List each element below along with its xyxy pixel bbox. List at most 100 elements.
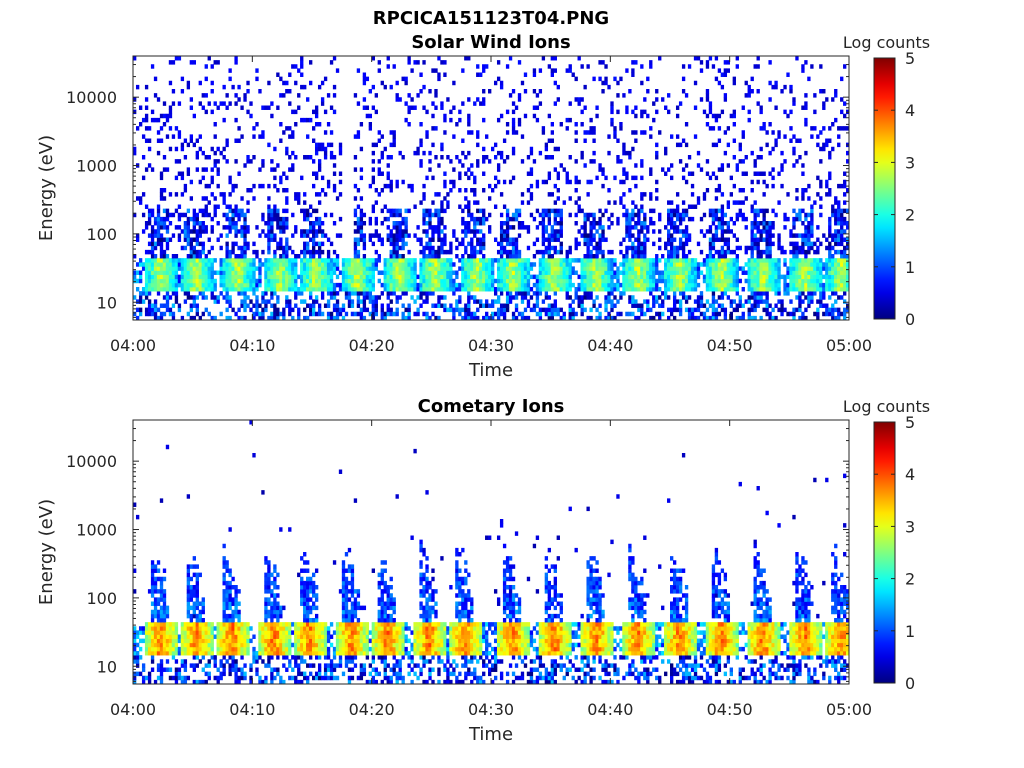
heatmap-cell — [714, 113, 719, 119]
heatmap-cell — [198, 262, 202, 267]
heatmap-cell — [550, 68, 554, 73]
heatmap-cell — [437, 315, 441, 321]
heatmap-cell — [720, 295, 725, 300]
heatmap-cell — [482, 258, 486, 263]
heatmap-cell — [326, 93, 331, 98]
heatmap-cell — [288, 266, 292, 271]
heatmap-cell — [756, 258, 760, 263]
heatmap-cell — [589, 225, 593, 230]
heatmap-cell — [786, 216, 790, 222]
heatmap-cell — [547, 212, 552, 218]
heatmap-cell — [508, 258, 513, 263]
heatmap-cell — [622, 142, 626, 148]
heatmap-cell — [228, 278, 232, 284]
heatmap-cell — [159, 188, 164, 193]
heatmap-cell — [825, 270, 829, 275]
heatmap-cell — [470, 188, 474, 193]
heatmap-cell — [198, 225, 202, 230]
heatmap-cell — [467, 315, 471, 321]
heatmap-cell — [189, 315, 194, 321]
heatmap-cell — [502, 315, 507, 321]
heatmap-cell — [670, 270, 674, 275]
heatmap-cell — [708, 262, 713, 267]
heatmap-cell — [177, 307, 182, 313]
heatmap-cell — [765, 287, 769, 292]
heatmap-cell — [586, 245, 590, 251]
heatmap-cell — [410, 68, 414, 73]
heatmap-cell — [493, 237, 498, 242]
heatmap-cell — [452, 262, 456, 267]
heatmap-cell — [198, 315, 202, 321]
heatmap-cell — [696, 295, 701, 300]
heatmap-cell — [144, 126, 149, 131]
heatmap-cell — [583, 258, 587, 263]
heatmap-cell — [183, 278, 188, 284]
heatmap-cell — [505, 299, 510, 304]
heatmap-cell — [496, 307, 501, 313]
heatmap-cell — [309, 266, 313, 271]
heatmap-cell — [565, 287, 569, 292]
heatmap-cell — [282, 171, 286, 176]
heatmap-cell — [822, 303, 826, 308]
heatmap-cell — [717, 295, 722, 300]
heatmap-cell — [681, 208, 686, 214]
heatmap-cell — [598, 245, 602, 251]
heatmap-cell — [801, 171, 805, 176]
heatmap-cell — [249, 101, 253, 106]
heatmap-cell — [276, 266, 280, 271]
heatmap-cell — [771, 258, 775, 263]
heatmap-cell — [159, 241, 164, 247]
heatmap-cell — [672, 282, 677, 288]
heatmap-cell — [204, 93, 208, 98]
heatmap-cell — [777, 274, 781, 280]
heatmap-cell — [434, 229, 438, 234]
heatmap-cell — [607, 200, 611, 205]
heatmap-cell — [807, 233, 811, 238]
heatmap-cell — [314, 295, 319, 300]
heatmap-cell — [135, 270, 140, 275]
heatmap-cell — [726, 262, 731, 267]
heatmap-cell — [476, 266, 480, 271]
heatmap-cell — [720, 245, 725, 251]
heatmap-cell — [765, 278, 769, 284]
heatmap-cell — [338, 216, 343, 222]
heatmap-cell — [476, 270, 480, 275]
heatmap-cell — [473, 225, 477, 230]
heatmap-cell — [538, 212, 543, 218]
heatmap-cell — [192, 282, 196, 288]
heatmap-cell — [470, 270, 474, 275]
heatmap-cell — [189, 97, 194, 102]
heatmap-cell — [649, 315, 653, 321]
heatmap-cell — [467, 212, 471, 218]
heatmap-cell — [243, 163, 247, 168]
heatmap-cell — [177, 237, 182, 242]
heatmap-cell — [300, 299, 304, 304]
heatmap-cell — [303, 212, 307, 218]
heatmap-cell — [461, 237, 465, 242]
heatmap-cell — [735, 282, 739, 288]
heatmap-cell — [326, 303, 331, 308]
heatmap-cell — [428, 274, 432, 280]
heatmap-cell — [303, 84, 307, 90]
heatmap-cell — [485, 216, 489, 222]
heatmap-cell — [690, 278, 695, 284]
heatmap-cell — [670, 311, 674, 317]
heatmap-cell — [750, 249, 754, 255]
heatmap-cell — [422, 60, 426, 65]
heatmap-cell — [556, 175, 560, 181]
heatmap-cell — [162, 258, 167, 263]
heatmap-cell — [610, 109, 614, 115]
heatmap-cell — [168, 262, 173, 267]
heatmap-cell — [556, 258, 560, 263]
heatmap-cell — [589, 282, 593, 288]
heatmap-cell — [389, 188, 393, 193]
heatmap-cell — [362, 307, 367, 313]
heatmap-cell — [723, 274, 728, 280]
heatmap-cell — [312, 287, 316, 292]
heatmap-cell — [708, 315, 713, 321]
heatmap-cell — [156, 274, 161, 280]
heatmap-cell — [150, 208, 155, 214]
heatmap-cell — [822, 101, 826, 106]
heatmap-cell — [258, 89, 262, 94]
heatmap-cell — [765, 311, 769, 317]
